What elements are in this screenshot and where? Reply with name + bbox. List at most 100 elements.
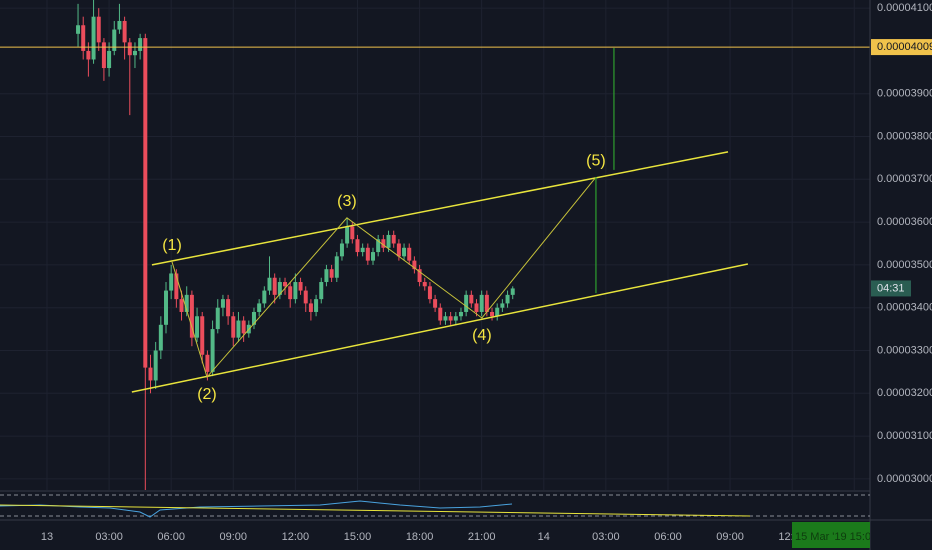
indicator-panel — [0, 490, 870, 518]
candle-body — [241, 320, 246, 334]
candle-body — [339, 243, 344, 257]
candle-body — [448, 316, 453, 321]
candle-body — [422, 282, 427, 287]
candle-body — [381, 239, 386, 248]
cursor-time-box — [792, 522, 870, 548]
y-tick-label: 0.00003900 — [877, 88, 932, 100]
candle-body — [474, 303, 479, 312]
candle-body — [298, 282, 303, 291]
wave-label: (4) — [472, 327, 492, 344]
countdown-label: 04:31 — [877, 282, 905, 294]
candle-body — [412, 260, 417, 270]
wave-label: (2) — [197, 386, 217, 403]
y-tick-label: 0.00003100 — [877, 430, 932, 442]
x-tick-label: 06:00 — [654, 531, 682, 543]
candle-body — [189, 294, 194, 338]
x-tick-label: 18:00 — [406, 531, 434, 543]
candle-body — [81, 25, 86, 51]
candle-body — [210, 329, 215, 372]
x-tick-label: 12:00 — [282, 531, 310, 543]
candle-body — [195, 316, 200, 338]
candle-body — [417, 269, 422, 283]
wave-label: (1) — [162, 237, 182, 254]
y-tick-label: 0.00003000 — [877, 473, 932, 485]
candle-body — [345, 226, 350, 244]
candle-body — [91, 16, 96, 60]
candle-body — [314, 299, 319, 312]
candle-body — [251, 311, 256, 325]
x-tick-label: 21:00 — [468, 531, 496, 543]
y-tick-label: 0.00003400 — [877, 302, 932, 314]
wave-label: (5) — [586, 152, 606, 169]
candle-body — [407, 247, 412, 261]
x-tick-label: 06:00 — [157, 531, 185, 543]
candle-body — [500, 303, 505, 308]
x-tick-label: 09:00 — [220, 531, 248, 543]
candle-body — [438, 307, 443, 321]
candle-body — [334, 256, 339, 278]
candle-body — [510, 288, 515, 295]
x-tick-label: 03:00 — [95, 531, 123, 543]
candle-body — [308, 303, 313, 312]
candle-body — [220, 299, 225, 308]
indicator-line — [0, 500, 513, 518]
candle-body — [293, 282, 298, 300]
candle-body — [153, 350, 158, 381]
axes: 0.00004100 0.00003900 0.00003800 0.00003700… — [41, 2, 932, 548]
x-tick-label: 15:00 — [344, 531, 372, 543]
candle-body — [164, 290, 169, 325]
candle-body — [96, 16, 101, 43]
candle-body — [117, 20, 122, 30]
y-tick-label: 0.00003700 — [877, 173, 932, 185]
y-tick-label: 0.00004100 — [877, 2, 932, 14]
x-tick-label: 09:00 — [716, 531, 744, 543]
x-tick-label: 13 — [41, 531, 53, 543]
candle-body — [433, 299, 438, 308]
candle-body — [391, 234, 396, 244]
candle-body — [350, 226, 355, 240]
y-tick-label: 0.00003800 — [877, 130, 932, 142]
candle-body — [458, 311, 463, 317]
y-tick-label: 0.00003600 — [877, 216, 932, 228]
candle-body — [469, 294, 474, 304]
candle-body — [148, 367, 153, 381]
cursor-time-label: 15 Mar '19 15:00 — [795, 531, 877, 543]
y-tick-label: 0.00003500 — [877, 259, 932, 271]
x-tick-label: 14 — [538, 531, 550, 543]
x-tick-label: 03:00 — [592, 531, 620, 543]
countdown-tag — [871, 280, 911, 297]
price-tag — [871, 39, 932, 56]
candle-body — [443, 316, 448, 321]
candle-body — [262, 290, 267, 304]
candle-body — [376, 239, 381, 253]
candle-body — [283, 282, 288, 287]
candle-body — [267, 277, 272, 291]
channel-line — [131, 263, 749, 393]
candle-body — [365, 247, 370, 261]
candle-body — [355, 239, 360, 253]
candle-body — [226, 299, 231, 317]
candle-body — [231, 316, 236, 338]
candle-body — [386, 234, 391, 248]
candle-body — [360, 247, 365, 253]
candle-body — [174, 273, 179, 300]
candle-body — [484, 294, 489, 312]
candle-body — [205, 354, 210, 372]
candle-body — [495, 307, 500, 317]
candle-body — [303, 290, 308, 304]
candle-body — [122, 20, 127, 43]
candle-body — [402, 247, 407, 257]
candle-body — [127, 42, 132, 56]
candle-body — [288, 286, 293, 300]
candle-body — [200, 316, 205, 355]
y-tick-label: 0.00003200 — [877, 387, 932, 399]
candle-body — [86, 50, 91, 60]
indicator-trend — [0, 504, 751, 517]
candle-body — [371, 252, 376, 261]
candle-body — [453, 316, 458, 321]
candle-body — [329, 269, 334, 278]
candle-body — [107, 50, 112, 69]
candle-body — [158, 324, 163, 351]
